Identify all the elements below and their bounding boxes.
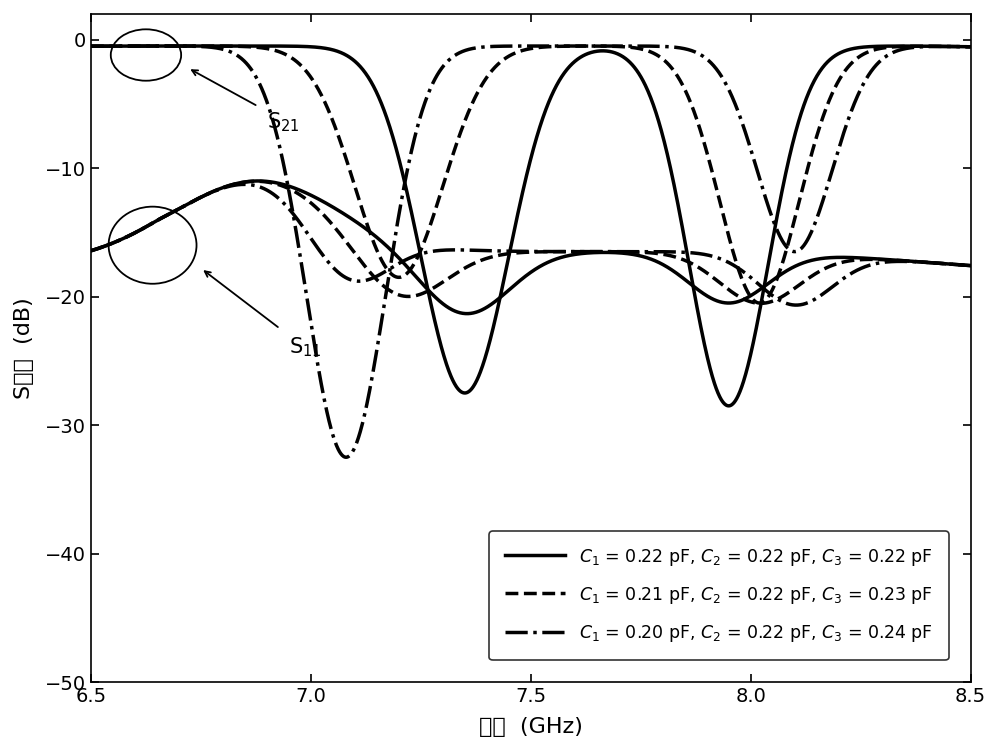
Y-axis label: S参数  (dB): S参数 (dB)	[14, 297, 34, 399]
Text: S$_{21}$: S$_{21}$	[267, 110, 300, 134]
Text: S$_{11}$: S$_{11}$	[289, 335, 322, 359]
X-axis label: 频率  (GHz): 频率 (GHz)	[479, 717, 583, 737]
Legend: $C_1$ = 0.22 pF, $C_2$ = 0.22 pF, $C_3$ = 0.22 pF, $C_1$ = 0.21 pF, $C_2$ = 0.22: $C_1$ = 0.22 pF, $C_2$ = 0.22 pF, $C_3$ …	[489, 531, 949, 660]
